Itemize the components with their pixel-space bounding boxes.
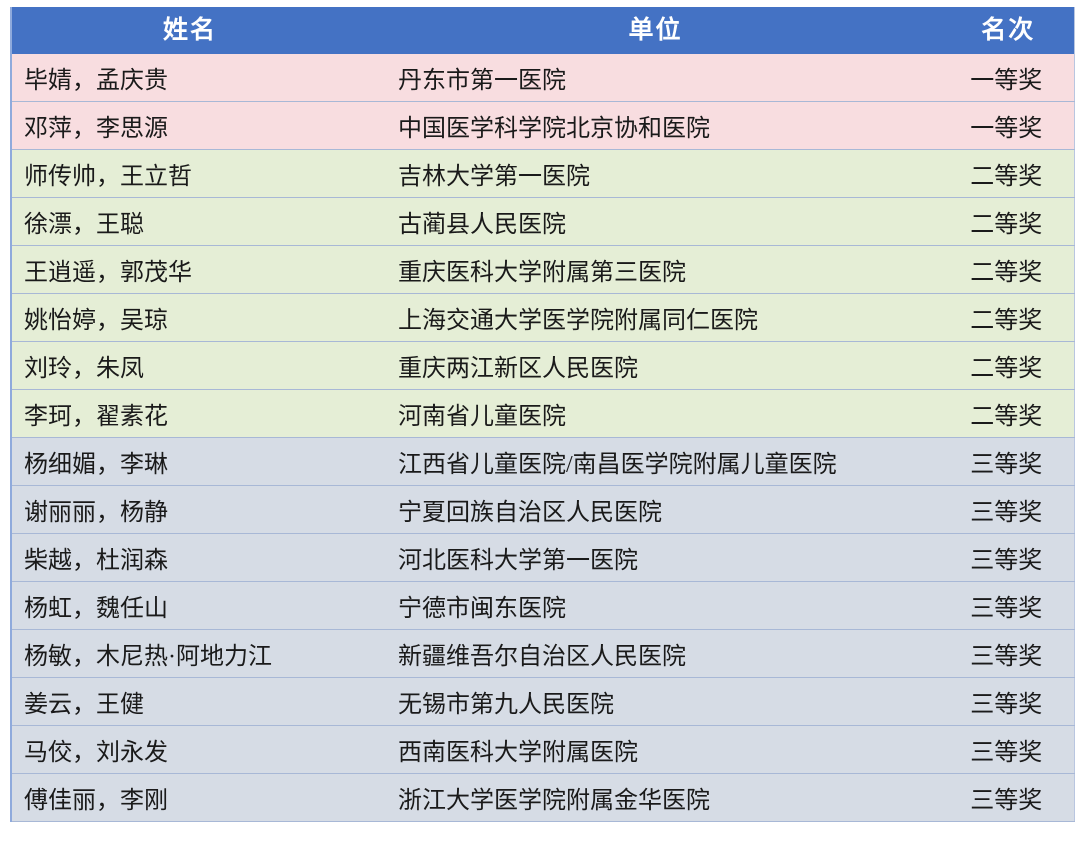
table-body: 毕婧，孟庆贵 丹东市第一医院 一等奖 邓萍，李思源 中国医学科学院北京协和医院 一等奖 师传… (11, 54, 1074, 822)
cell-prize: 三等奖 (943, 629, 1074, 678)
cell-name: 徐漂，王聪 (11, 197, 368, 246)
cell-name: 杨细媚，李琳 (11, 437, 368, 486)
cell-name: 刘玲，朱凤 (11, 341, 368, 390)
cell-unit: 新疆维吾尔自治区人民医院 (368, 629, 943, 678)
cell-unit: 浙江大学医学院附属金华医院 (368, 773, 943, 822)
cell-name: 杨虹，魏任山 (11, 581, 368, 630)
table-row: 师传帅，王立哲 吉林大学第一医院 二等奖 (11, 149, 1074, 198)
cell-name: 毕婧，孟庆贵 (11, 54, 368, 102)
cell-unit: 中国医学科学院北京协和医院 (368, 101, 943, 150)
table-row: 谢丽丽，杨静 宁夏回族自治区人民医院 三等奖 (11, 485, 1074, 534)
table-row: 邓萍，李思源 中国医学科学院北京协和医院 一等奖 (11, 101, 1074, 150)
award-results-table: 姓名 单位 名次 毕婧，孟庆贵 丹东市第一医院 一等奖 邓萍，李思源 中国医学科学院北京… (10, 7, 1075, 822)
cell-name: 师传帅，王立哲 (11, 149, 368, 198)
cell-name: 谢丽丽，杨静 (11, 485, 368, 534)
cell-prize: 三等奖 (943, 725, 1074, 774)
cell-prize: 一等奖 (943, 54, 1074, 102)
cell-name: 柴越，杜润森 (11, 533, 368, 582)
table-row: 毕婧，孟庆贵 丹东市第一医院 一等奖 (11, 54, 1074, 102)
column-header-name: 姓名 (11, 7, 368, 54)
cell-prize: 一等奖 (943, 101, 1074, 150)
cell-prize: 二等奖 (943, 149, 1074, 198)
cell-prize: 三等奖 (943, 773, 1074, 822)
cell-unit: 古蔺县人民医院 (368, 197, 943, 246)
cell-prize: 三等奖 (943, 533, 1074, 582)
column-header-prize: 名次 (943, 7, 1074, 54)
table-row: 杨敏，木尼热·阿地力江 新疆维吾尔自治区人民医院 三等奖 (11, 629, 1074, 678)
cell-prize: 三等奖 (943, 581, 1074, 630)
cell-unit: 上海交通大学医学院附属同仁医院 (368, 293, 943, 342)
cell-name: 马佼，刘永发 (11, 725, 368, 774)
cell-name: 傅佳丽，李刚 (11, 773, 368, 822)
table-row: 徐漂，王聪 古蔺县人民医院 二等奖 (11, 197, 1074, 246)
table-row: 杨细媚，李琳 江西省儿童医院/南昌医学院附属儿童医院 三等奖 (11, 437, 1074, 486)
cell-name: 邓萍，李思源 (11, 101, 368, 150)
cell-unit: 吉林大学第一医院 (368, 149, 943, 198)
cell-unit: 河北医科大学第一医院 (368, 533, 943, 582)
cell-unit: 重庆两江新区人民医院 (368, 341, 943, 390)
cell-unit: 宁夏回族自治区人民医院 (368, 485, 943, 534)
table-row: 马佼，刘永发 西南医科大学附属医院 三等奖 (11, 725, 1074, 774)
cell-name: 杨敏，木尼热·阿地力江 (11, 629, 368, 678)
cell-name: 姜云，王健 (11, 677, 368, 726)
table-header: 姓名 单位 名次 (11, 7, 1074, 54)
cell-unit: 河南省儿童医院 (368, 389, 943, 438)
header-row: 姓名 单位 名次 (11, 7, 1074, 54)
cell-unit: 丹东市第一医院 (368, 54, 943, 102)
table-row: 姚怡婷，吴琼 上海交通大学医学院附属同仁医院 二等奖 (11, 293, 1074, 342)
cell-name: 王逍遥，郭茂华 (11, 245, 368, 294)
table-row: 柴越，杜润森 河北医科大学第一医院 三等奖 (11, 533, 1074, 582)
table-row: 李珂，翟素花 河南省儿童医院 二等奖 (11, 389, 1074, 438)
cell-prize: 三等奖 (943, 485, 1074, 534)
cell-unit: 西南医科大学附属医院 (368, 725, 943, 774)
cell-prize: 二等奖 (943, 341, 1074, 390)
cell-prize: 三等奖 (943, 677, 1074, 726)
table-row: 傅佳丽，李刚 浙江大学医学院附属金华医院 三等奖 (11, 773, 1074, 822)
cell-unit: 重庆医科大学附属第三医院 (368, 245, 943, 294)
table-row: 姜云，王健 无锡市第九人民医院 三等奖 (11, 677, 1074, 726)
cell-name: 李珂，翟素花 (11, 389, 368, 438)
column-header-unit: 单位 (368, 7, 943, 54)
cell-unit: 宁德市闽东医院 (368, 581, 943, 630)
cell-prize: 二等奖 (943, 197, 1074, 246)
table-row: 刘玲，朱凤 重庆两江新区人民医院 二等奖 (11, 341, 1074, 390)
cell-prize: 三等奖 (943, 437, 1074, 486)
cell-prize: 二等奖 (943, 245, 1074, 294)
table-row: 杨虹，魏任山 宁德市闽东医院 三等奖 (11, 581, 1074, 630)
cell-unit: 无锡市第九人民医院 (368, 677, 943, 726)
table-row: 王逍遥，郭茂华 重庆医科大学附属第三医院 二等奖 (11, 245, 1074, 294)
cell-prize: 二等奖 (943, 293, 1074, 342)
cell-unit: 江西省儿童医院/南昌医学院附属儿童医院 (368, 437, 943, 486)
cell-name: 姚怡婷，吴琼 (11, 293, 368, 342)
cell-prize: 二等奖 (943, 389, 1074, 438)
